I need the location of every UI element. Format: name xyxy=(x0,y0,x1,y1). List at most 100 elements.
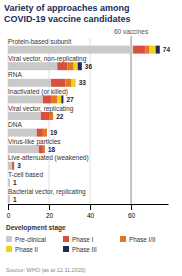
bar-segment xyxy=(43,145,45,153)
total-label: 27 xyxy=(66,96,74,103)
labels: Protein-based subunit 74 Viral vector, non… xyxy=(8,38,170,202)
bar-segment xyxy=(39,145,43,153)
bar-segment xyxy=(57,62,67,70)
bar-segment xyxy=(10,178,11,186)
title: Variety of approaches amongCOVID-19 vacc… xyxy=(4,3,131,24)
bar-segment xyxy=(51,95,57,103)
category-label: Protein-based subunit xyxy=(8,38,71,45)
bar-segment xyxy=(133,46,145,54)
bar-segment xyxy=(44,145,45,153)
category-label: Bacterial vector, replicating xyxy=(8,188,86,196)
title-line: COVID-19 vaccine candidates xyxy=(4,14,131,24)
total-label: 19 xyxy=(50,129,58,136)
bar-segment xyxy=(8,95,43,103)
annotations: 60 vaccines xyxy=(114,28,149,204)
total-label: 22 xyxy=(56,113,64,120)
bar-segment xyxy=(46,129,47,137)
bar-segment xyxy=(10,178,11,186)
x-axis-line xyxy=(9,204,169,205)
tick: 20 xyxy=(46,204,54,219)
reference-line xyxy=(131,36,132,204)
legend-item: Phase III xyxy=(63,246,97,253)
total-label: 74 xyxy=(163,46,171,53)
total-label: 36 xyxy=(85,63,93,70)
bar-segment xyxy=(14,162,15,170)
bar-segment xyxy=(10,195,11,203)
bar-segment xyxy=(8,145,39,153)
legend-label: Phase III xyxy=(72,246,97,253)
bar-segment xyxy=(78,62,82,70)
bar-segment xyxy=(14,162,15,170)
total-label: 1 xyxy=(13,179,17,186)
legend-label: Phase I xyxy=(72,236,94,243)
bar-segment xyxy=(72,79,76,87)
bar-segment xyxy=(61,95,63,103)
tick-mark xyxy=(131,204,132,210)
legend-item: Phase I xyxy=(63,236,94,243)
category-label: Virus-like particles xyxy=(8,138,61,146)
bar-segment xyxy=(41,112,49,120)
bar-segment xyxy=(75,79,76,87)
bar-segment xyxy=(10,195,11,203)
bar-segment xyxy=(65,79,71,87)
tick: 60 xyxy=(128,204,136,219)
tick-label: 0 xyxy=(7,212,11,219)
legend-title: Development stage xyxy=(6,224,66,232)
legend-swatch xyxy=(63,246,69,252)
bar-segment xyxy=(150,46,156,54)
category-label: T-cell based xyxy=(8,171,43,178)
bar-segment xyxy=(8,162,12,170)
tick-mark xyxy=(49,204,50,210)
legend-label: Phase II xyxy=(15,246,38,253)
bar-segment xyxy=(44,145,45,153)
bar-segment xyxy=(53,112,54,120)
legend-item: Phase II xyxy=(6,246,38,253)
total-label: 33 xyxy=(79,79,87,86)
bar-segment xyxy=(53,112,54,120)
category-label: Viral vector, non-replicating xyxy=(8,55,87,63)
tick-label: 60 xyxy=(128,212,136,219)
tick-label: 20 xyxy=(46,212,54,219)
bar-segment xyxy=(14,162,15,170)
bar-segment xyxy=(43,95,51,103)
legend-item: Pre-clinical xyxy=(6,236,46,243)
bar-segment xyxy=(8,62,57,70)
source: Source: WHO (as at 12.11.2020) xyxy=(6,267,86,273)
bar-segment xyxy=(10,178,11,186)
bar-segment xyxy=(51,79,65,87)
annotation: 60 vaccines xyxy=(114,28,149,35)
legend-swatch xyxy=(6,246,12,252)
bar-segment xyxy=(49,112,53,120)
category-label: Live-attenuated (weakened) xyxy=(8,154,89,162)
legend-label: Pre-clinical xyxy=(15,236,46,243)
tick-mark xyxy=(90,204,91,210)
legend-item: Phase I/II xyxy=(120,236,156,243)
bar-segment xyxy=(57,95,61,103)
legend-label: Phase I/II xyxy=(129,236,156,243)
bar-segment xyxy=(8,79,51,87)
category-label: DNA xyxy=(8,121,22,128)
bar-segment xyxy=(156,46,160,54)
total-label: 18 xyxy=(48,146,56,153)
x-axis: 0 20 40 60 xyxy=(7,204,169,219)
legend: Development stage Pre-clinical Phase I Phas… xyxy=(6,224,156,253)
legend-swatch xyxy=(6,236,12,242)
bar-segment xyxy=(43,129,47,137)
bar-segment xyxy=(10,178,11,186)
bar-segment xyxy=(37,129,43,137)
tick-label: 40 xyxy=(87,212,95,219)
chart: Variety of approaches amongCOVID-19 vacc… xyxy=(0,0,182,276)
bar-segment xyxy=(8,195,10,203)
bar-segment xyxy=(10,195,11,203)
category-label: Inactivated (or killed) xyxy=(8,88,68,96)
bars xyxy=(8,46,160,203)
bar-segment xyxy=(8,178,10,186)
category-label: Viral vector, replicating xyxy=(8,105,74,113)
series xyxy=(8,46,133,203)
bar-segment xyxy=(46,129,47,137)
bar-segment xyxy=(8,46,133,54)
bar-segment xyxy=(12,162,14,170)
legend-swatch xyxy=(120,236,126,242)
bar-segment xyxy=(145,46,149,54)
tick-mark xyxy=(8,204,9,210)
